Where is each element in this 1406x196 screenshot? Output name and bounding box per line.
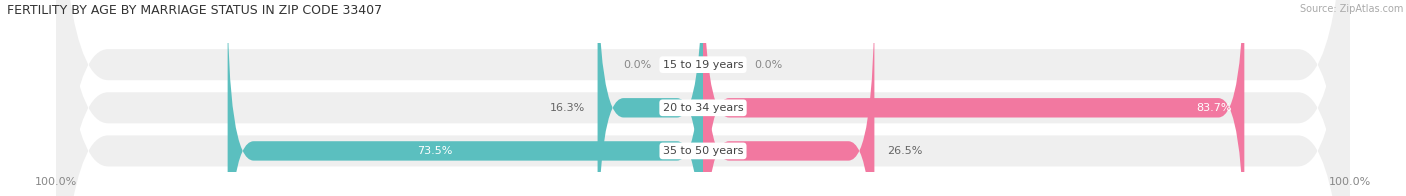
Text: Source: ZipAtlas.com: Source: ZipAtlas.com bbox=[1299, 4, 1403, 14]
Text: 0.0%: 0.0% bbox=[623, 60, 651, 70]
Text: 16.3%: 16.3% bbox=[550, 103, 585, 113]
FancyBboxPatch shape bbox=[228, 0, 703, 196]
Text: FERTILITY BY AGE BY MARRIAGE STATUS IN ZIP CODE 33407: FERTILITY BY AGE BY MARRIAGE STATUS IN Z… bbox=[7, 4, 382, 17]
FancyBboxPatch shape bbox=[598, 0, 703, 196]
Text: 15 to 19 years: 15 to 19 years bbox=[662, 60, 744, 70]
FancyBboxPatch shape bbox=[56, 0, 1350, 196]
Text: 83.7%: 83.7% bbox=[1197, 103, 1232, 113]
Text: 0.0%: 0.0% bbox=[755, 60, 783, 70]
FancyBboxPatch shape bbox=[56, 0, 1350, 196]
Text: 20 to 34 years: 20 to 34 years bbox=[662, 103, 744, 113]
FancyBboxPatch shape bbox=[56, 0, 1350, 196]
Text: 26.5%: 26.5% bbox=[887, 146, 922, 156]
Text: 73.5%: 73.5% bbox=[418, 146, 453, 156]
Text: 35 to 50 years: 35 to 50 years bbox=[662, 146, 744, 156]
FancyBboxPatch shape bbox=[703, 0, 1244, 196]
FancyBboxPatch shape bbox=[703, 0, 875, 196]
